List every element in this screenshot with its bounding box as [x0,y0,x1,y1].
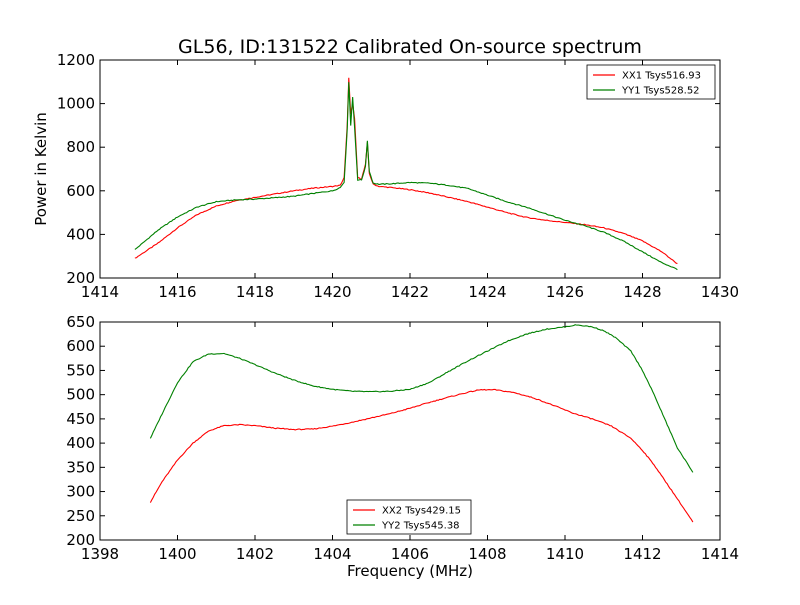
x-tick-label: 1416 [158,283,196,301]
legend-1: XX1 Tsys516.93 YY1 Tsys528.52 [586,64,716,100]
x-tick-label: 1428 [623,283,661,301]
x-tick-label: 1398 [81,545,119,563]
x-tick-label: 1420 [313,283,351,301]
y-tick-label: 350 [66,458,95,476]
y-tick-label: 400 [66,434,95,452]
x-tick-label: 1414 [701,545,739,563]
x-tick-label: 1414 [81,283,119,301]
panel-1: 1414 1416 1418 1420 1422 1424 1426 1428 1430 200 4… [57,51,739,301]
series-line-2-2 [149,324,694,473]
legend-box [346,499,472,535]
legend-2: XX2 Tsys429.15 YY2 Tsys545.38 [346,499,472,535]
panel-2: 1398 1400 1402 1404 1406 1408 1410 1412 1414 200 2… [66,313,739,563]
y-tick-label: 450 [66,410,95,428]
x-tick-label: 1402 [236,545,274,563]
y-tick-label: 600 [66,337,95,355]
y-tick-label: 1200 [57,51,95,69]
x-tick-label: 1422 [391,283,429,301]
x-tick-label: 1400 [158,545,196,563]
x-tick-label: 1412 [623,545,661,563]
legend-label: YY1 Tsys528.52 [621,86,700,97]
chart-title: GL56, ID:131522 Calibrated On-source spe… [178,36,642,58]
x-tick-label: 1406 [391,545,429,563]
y-tick-label: 250 [66,507,95,525]
series-line-2-1 [149,388,694,523]
legend-label: YY2 Tsys545.38 [381,521,460,532]
y-tick-label: 200 [66,269,95,287]
y-tick-label: 1000 [57,95,95,113]
legend-label: XX2 Tsys429.15 [382,506,461,517]
series-line-1-2 [134,82,678,271]
y-tick-label: 800 [66,138,95,156]
panels: 1414 1416 1418 1420 1422 1424 1426 1428 1430 200 4… [57,51,739,563]
y-tick-label: 200 [66,531,95,549]
x-tick-label: 1430 [701,283,739,301]
y-tick-label: 500 [66,386,95,404]
legend-label: XX1 Tsys516.93 [622,71,701,82]
y-tick-label: 300 [66,483,95,501]
series-line-1-1 [134,77,678,265]
x-tick-label: 1426 [546,283,584,301]
y-tick-label: 550 [66,361,95,379]
x-tick-label: 1408 [468,545,506,563]
legend-box [586,64,716,100]
y-tick-label: 650 [66,313,95,331]
x-tick-label: 1418 [236,283,274,301]
x-axis-label: Frequency (MHz) [347,562,473,580]
x-tick-label: 1410 [546,545,584,563]
x-tick-label: 1404 [313,545,351,563]
y-axis-label: Power in Kelvin [32,112,50,226]
y-tick-label: 600 [66,182,95,200]
x-tick-label: 1424 [468,283,506,301]
y-tick-label: 400 [66,225,95,243]
